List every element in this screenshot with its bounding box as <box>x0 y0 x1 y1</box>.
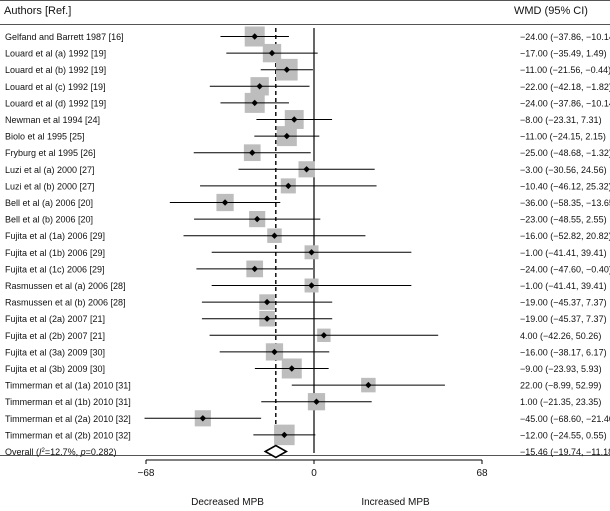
study-ci-text: −8.00 (−23.31, 7.31) <box>520 115 602 125</box>
header-wmd: WMD (95% CI) <box>514 5 588 17</box>
study-label: Biolo et al 1995 [25] <box>5 132 85 142</box>
study-ci-text: −24.00 (−37.86, −10.14) <box>520 98 610 108</box>
study-labels: Gelfand and Barrett 1987 [16] Louard et a… <box>5 32 131 457</box>
study-point-estimate <box>251 99 258 107</box>
study-label: Louard et al (d) 1992 [19] <box>5 98 106 108</box>
overall-ci-text: −15.46 (−19.74, −11.18) <box>520 447 610 457</box>
study-label: Louard et al (c) 1992 [19] <box>5 82 106 92</box>
study-label: Louard et al (b) 1992 [19] <box>5 65 106 75</box>
study-point-estimate <box>313 398 320 405</box>
study-ci-text: −45.00 (−68.60, −21.40) <box>520 414 610 424</box>
x-tick-label: −68 <box>138 468 155 479</box>
study-point-estimate <box>283 66 291 73</box>
study-label: Timmerman et al (2b) 2010 [32] <box>5 430 131 440</box>
study-ci-text: −17.00 (−35.49, 1.49) <box>520 49 607 59</box>
x-label-decreased: Decreased MPB <box>191 497 264 508</box>
study-label: Fujita et al (3a) 2009 [30] <box>5 347 105 357</box>
study-point-estimate <box>271 348 278 356</box>
study-label: Fujita et al (1c) 2006 [29] <box>5 264 105 274</box>
study-ci-text: 22.00 (−8.99, 52.99) <box>520 381 601 391</box>
study-point-estimate <box>263 298 271 306</box>
study-ci-text: −3.00 (−30.56, 24.56) <box>520 165 607 175</box>
study-ci-text: −24.00 (−47.60, −0.40) <box>520 264 610 274</box>
study-label: Rasmussen et al (b) 2006 [28] <box>5 298 126 308</box>
study-point-estimate <box>303 166 310 173</box>
study-ci-text: 4.00 (−42.26, 50.26) <box>520 331 601 341</box>
study-ci-text: −22.00 (−42.18, −1.82) <box>520 82 610 92</box>
study-ci-text: −1.00 (−41.41, 39.41) <box>520 281 607 291</box>
study-point-estimate <box>283 132 291 140</box>
overall-label: Overall (I2=12.7%, p=0.282) <box>5 447 116 457</box>
study-point-estimate <box>291 116 298 123</box>
study-label: Fujita et al (1b) 2006 [29] <box>5 248 105 258</box>
study-point-estimate <box>285 182 292 190</box>
x-tick-label: 0 <box>311 468 317 479</box>
study-label: Gelfand and Barrett 1987 [16] <box>5 32 124 42</box>
study-label: Timmerman et al (2a) 2010 [32] <box>5 414 131 424</box>
study-ci-text: −9.00 (−23.93, 5.93) <box>520 364 602 374</box>
x-axis: −68 0 68 Decreased MPB Increased MPB <box>138 459 488 508</box>
study-ci-text: −25.00 (−48.68, −1.32) <box>520 148 610 158</box>
ci-texts: −24.00 (−37.86, −10.14) −17.00 (−35.49, 1… <box>520 32 610 457</box>
header-authors: Authors [Ref.] <box>4 5 71 17</box>
study-point-estimate <box>288 365 295 372</box>
study-label: Fujita et al (3b) 2009 [30] <box>5 364 105 374</box>
x-label-increased: Increased MPB <box>361 497 430 508</box>
study-label: Fryburg et al 1995 [26] <box>5 148 96 158</box>
study-point-estimate <box>256 83 263 90</box>
study-ci-text: 1.00 (−21.35, 23.35) <box>520 397 601 407</box>
study-point-estimate <box>251 265 258 273</box>
study-label: Bell et al (a) 2006 [20] <box>5 198 93 208</box>
study-label: Bell et al (b) 2006 [20] <box>5 215 93 225</box>
study-point-estimate <box>320 332 328 339</box>
study-ci-text: −19.00 (−45.37, 7.37) <box>520 298 607 308</box>
study-point-estimate <box>308 282 315 289</box>
chart-marks <box>144 26 445 459</box>
study-ci-text: −12.00 (−24.55, 0.55) <box>520 430 607 440</box>
study-label: Rasmussen et al (a) 2006 [28] <box>5 281 126 291</box>
study-ci-text: −16.00 (−52.82, 20.82) <box>520 231 610 241</box>
study-ci-text: −1.00 (−41.41, 39.41) <box>520 248 607 258</box>
study-point-estimate <box>281 431 288 439</box>
study-ci-text: −11.00 (−21.56, −0.44) <box>520 65 610 75</box>
study-point-estimate <box>268 49 276 57</box>
study-point-estimate <box>249 149 256 156</box>
study-point-estimate <box>263 315 271 322</box>
study-point-estimate <box>253 215 261 223</box>
study-ci-text: −10.40 (−46.12, 25.32) <box>520 181 610 191</box>
study-ci-text: −16.00 (−38.17, 6.17) <box>520 347 607 357</box>
study-label: Fujita et al (1a) 2006 [29] <box>5 231 105 241</box>
study-point-estimate <box>221 199 229 206</box>
study-label: Fujita et al (2b) 2007 [21] <box>5 331 105 341</box>
overall-diamond <box>263 444 288 459</box>
study-label: Fujita et al (2a) 2007 [21] <box>5 314 105 324</box>
study-ci-text: −11.00 (−24.15, 2.15) <box>520 132 606 142</box>
study-ci-text: −19.00 (−45.37, 7.37) <box>520 314 607 324</box>
study-point-estimate <box>365 381 372 389</box>
study-point-estimate <box>308 249 315 256</box>
study-point-estimate <box>251 33 258 40</box>
study-label: Louard et al (a) 1992 [19] <box>5 49 106 59</box>
x-tick-label: 68 <box>476 468 488 479</box>
study-label: Timmerman et al (1a) 2010 [31] <box>5 381 131 391</box>
study-label: Luzi et al (a) 2000 [27] <box>5 165 95 175</box>
study-point-estimate <box>271 232 278 239</box>
study-ci-text: −23.00 (−48.55, 2.55) <box>520 215 607 225</box>
study-point-estimate <box>199 415 207 422</box>
study-label: Timmerman et al (1b) 2010 [31] <box>5 397 131 407</box>
study-ci-text: −36.00 (−58.35, −13.65) <box>520 198 610 208</box>
study-label: Newman et al 1994 [24] <box>5 115 100 125</box>
study-ci-text: −24.00 (−37.86, −10.14) <box>520 32 610 42</box>
study-label: Luzi et al (b) 2000 [27] <box>5 181 95 191</box>
